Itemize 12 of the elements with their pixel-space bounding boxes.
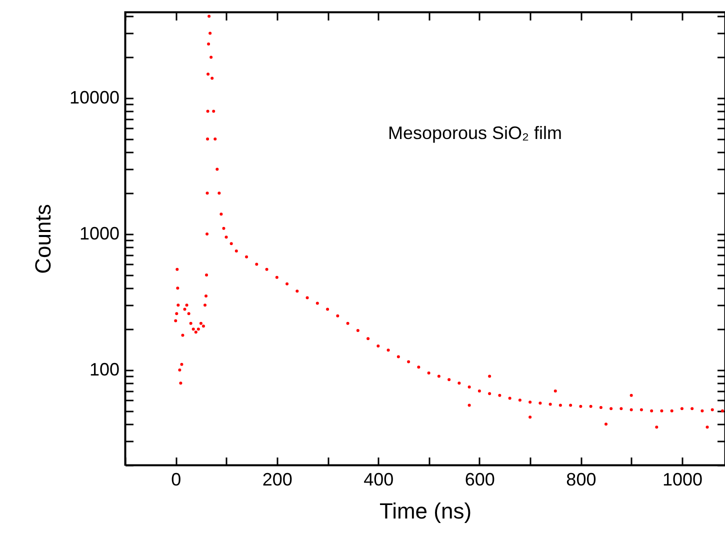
x-tick-label: 600 <box>464 470 495 490</box>
y-axis-title: Counts <box>30 204 56 274</box>
x-tick-label: 400 <box>364 470 394 490</box>
x-tick-label: 0 <box>171 470 182 490</box>
y-tick-label: 100 <box>89 359 120 380</box>
y-tick-label: 1000 <box>79 224 120 244</box>
y-tick-label: 10000 <box>69 88 120 108</box>
x-tick-label: 1000 <box>662 470 702 490</box>
x-tick-label: 200 <box>262 470 292 490</box>
x-axis-title: Time (ns) <box>379 498 472 524</box>
x-tick-label: 800 <box>566 470 596 490</box>
annotation: Mesoporous SiO₂ film <box>388 123 562 143</box>
